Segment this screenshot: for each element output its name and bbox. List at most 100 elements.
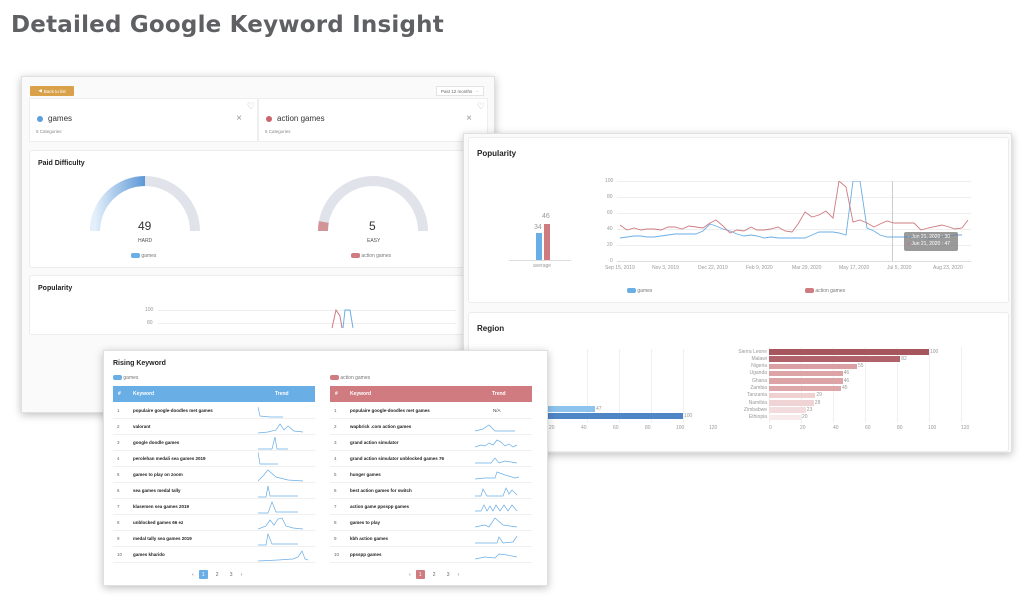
trend-sparkline [475,535,518,544]
page-button[interactable]: 2 [215,571,219,578]
chart-tooltip: ● Jun 21, 2020 : 30 ● Jun 21, 2020 : 47 [904,232,958,251]
heart-icon[interactable]: ♡ [246,101,255,111]
page-title: Detailed Google Keyword Insight [11,12,444,38]
period-select[interactable]: Past 12 months ⌄ [436,86,484,96]
region-bar [769,356,901,362]
page-button[interactable]: 1 [198,570,208,579]
row-keyword: ppsspp games [350,552,382,557]
gauge-value: 5 [369,219,376,233]
card-title: Popularity [477,149,517,158]
table-row[interactable]: 1 populaire google-doodles met games N/A [330,403,532,419]
region-bar [769,392,816,399]
keyword-color-dot [266,116,272,122]
heart-icon[interactable]: ♡ [476,101,485,111]
back-to-list-button[interactable]: ◀ Back to list [30,86,74,96]
region-value: 100 [930,348,939,355]
table-row[interactable]: 3 google doodle games [113,435,315,451]
row-index: 2 [117,424,120,429]
row-keyword: hunger games [350,472,381,477]
table-row[interactable]: 2 valorant [113,419,315,435]
table-row[interactable]: 8 games to play [330,515,532,531]
next-page-button[interactable]: › [457,571,460,578]
region-bar [769,349,929,355]
trend-sparkline [475,487,518,497]
row-keyword: grand action simulator [350,440,399,445]
table-row[interactable]: 4 grand action simulator unblocked games … [330,451,532,467]
gauge-value: 49 [138,219,152,233]
table-row[interactable]: 6 best action games for switch [330,483,532,499]
close-icon[interactable]: × [466,113,472,124]
row-index: 8 [117,520,120,525]
table-row[interactable]: 2 wapbrick .com action games [330,419,532,435]
trend-sparkline [258,452,278,465]
avg-value-action: 46 [542,213,550,220]
page-button[interactable]: 3 [229,571,233,578]
table-row[interactable]: 5 hunger games [330,467,532,483]
row-keyword: populaire google-doodles met games [350,408,430,413]
row-keyword: kbh action games [350,536,389,541]
region-value: 23 [806,406,813,413]
page-button[interactable]: 3 [446,571,450,578]
region-label: Zimbabwe [743,406,767,413]
row-index: 6 [117,488,120,493]
region-value: 46 [843,370,850,377]
table-row[interactable]: 7 action game ppsspp games [330,499,532,515]
trend-sparkline [475,457,518,464]
row-keyword: valorant [133,424,151,429]
table-row[interactable]: 7 klasemen sea games 2019 [113,499,315,515]
prev-page-button[interactable]: ‹ [192,571,194,578]
table-row[interactable]: 9 kbh action games [330,531,532,547]
pagination-action: ‹ 1 2 3 › [409,570,459,579]
row-index: 5 [334,472,337,477]
pagination-games: ‹ 1 2 3 › [192,570,242,579]
trend-na: N/A [493,408,501,413]
rising-keyword-screenshot: Rising Keyword games # Keyword Trend 1 po… [103,350,548,586]
gauge-label: HARD [138,238,153,244]
row-index: 9 [117,536,120,541]
row-index: 1 [334,408,337,413]
table-row[interactable]: 10 ppsspp games [330,547,532,563]
row-index: 7 [334,504,337,509]
card-title: Paid Difficulty [38,160,85,167]
back-arrow-icon: ◀ [38,88,42,93]
avg-value-games: 34 [534,224,542,231]
row-keyword: games to play on zoom [133,472,183,477]
table-row[interactable]: 8 unblocked games 66 ez [113,515,315,531]
region-bar-games [529,406,595,412]
table-row[interactable]: 9 medal tally sea games 2019 [113,531,315,547]
table-row[interactable]: 3 grand action simulator [330,435,532,451]
table-row[interactable]: 6 sea games medal tally [113,483,315,499]
row-index: 8 [334,520,337,525]
close-icon[interactable]: × [236,113,242,124]
next-page-button[interactable]: › [240,571,243,578]
region-bar [769,407,806,413]
gauge-label: EASY [367,238,381,244]
trend-sparkline [475,424,515,432]
keyword-categories: 5 Categories [36,129,62,134]
table-row[interactable]: 5 games to play on zoom [113,467,315,483]
trend-sparkline [258,469,304,482]
table-row[interactable]: 1 populaire google-doodles met games [113,403,315,419]
prev-page-button[interactable]: ‹ [409,571,411,578]
keyword-name: games [48,114,73,123]
legend-games[interactable]: games [627,288,652,294]
trend-sparkline [258,517,304,530]
trend-sparkline [258,501,298,514]
page-button[interactable]: 2 [432,571,436,578]
row-keyword: wapbrick .com action games [350,424,412,429]
region-label: Ethiopia [748,414,767,421]
gauge-action-games [318,176,428,232]
trend-sparkline [475,439,518,448]
region-bar [769,385,841,391]
legend-action-games[interactable]: action games [805,288,845,294]
keyword-categories: 5 Categories [265,129,291,134]
region-bar [769,378,843,384]
region-label: Sierra Leone [738,348,767,355]
region-value: 46 [843,377,850,384]
gauge-games [90,176,200,232]
row-index: 9 [334,536,337,541]
page-button[interactable]: 1 [415,570,425,579]
table-row[interactable]: 4 perolehan medali sea games 2019 [113,451,315,467]
table-row[interactable]: 10 games kharido [113,547,315,563]
keyword-card-action-games: ♡ action games × 5 Categories [258,98,488,142]
